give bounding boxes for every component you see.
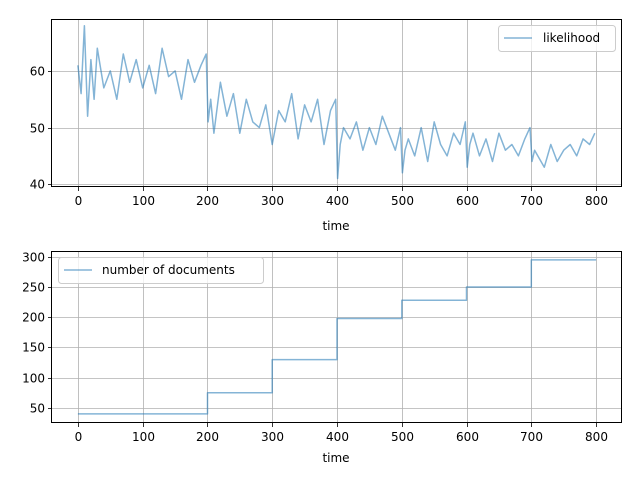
documents-x-tick-label: 500 — [391, 430, 414, 444]
documents-x-axis-label: time — [322, 451, 349, 465]
likelihood-x-tick-label: 800 — [585, 194, 608, 208]
documents-x-tick-label: 400 — [326, 430, 349, 444]
documents-legend: number of documents — [58, 257, 264, 284]
likelihood-legend-label: likelihood — [543, 31, 600, 45]
documents-y-tick-label: 250 — [22, 281, 45, 295]
likelihood-x-axis-label: time — [322, 219, 349, 233]
likelihood-y-tick-label: 60 — [30, 65, 45, 79]
likelihood-y-tick-label: 40 — [30, 178, 45, 192]
likelihood-y-axis: 40 50 60 — [30, 65, 52, 192]
documents-y-axis: 50 100 150 200 250 300 — [22, 251, 52, 416]
documents-x-tick-label: 0 — [75, 430, 83, 444]
documents-plot: 0 100 200 300 400 500 600 700 800 50 100 150 200 250… — [22, 251, 622, 465]
likelihood-x-axis: 0 100 200 300 400 500 600 700 800 — [75, 187, 608, 208]
likelihood-x-tick-label: 500 — [391, 194, 414, 208]
documents-x-axis: 0 100 200 300 400 500 600 700 800 — [75, 423, 608, 444]
likelihood-plot: 0 100 200 300 400 500 600 700 800 40 50 60 time li… — [30, 19, 622, 233]
documents-legend-box — [58, 257, 264, 284]
documents-axes-frame — [51, 251, 622, 423]
likelihood-x-tick-label: 600 — [456, 194, 479, 208]
likelihood-x-tick-label: 100 — [132, 194, 155, 208]
likelihood-x-tick-label: 300 — [261, 194, 284, 208]
likelihood-x-tick-label: 400 — [326, 194, 349, 208]
documents-x-tick-label: 300 — [261, 430, 284, 444]
documents-series — [77, 259, 597, 415]
likelihood-x-tick-label: 700 — [520, 194, 543, 208]
documents-series-line — [77, 259, 597, 415]
documents-x-tick-label: 700 — [520, 430, 543, 444]
documents-y-tick-label: 300 — [22, 251, 45, 265]
documents-grid — [52, 252, 622, 423]
documents-x-tick-label: 100 — [132, 430, 155, 444]
likelihood-legend-box — [498, 25, 616, 52]
likelihood-x-tick-label: 200 — [196, 194, 219, 208]
documents-y-tick-label: 50 — [30, 402, 45, 416]
likelihood-series — [77, 24, 596, 180]
likelihood-y-tick-label: 50 — [30, 122, 45, 136]
likelihood-x-tick-label: 0 — [75, 194, 83, 208]
documents-legend-label: number of documents — [102, 263, 235, 277]
documents-x-tick-label: 600 — [456, 430, 479, 444]
documents-x-tick-label: 200 — [196, 430, 219, 444]
likelihood-legend: likelihood — [498, 25, 616, 52]
likelihood-axes-frame — [51, 19, 622, 187]
documents-y-tick-label: 100 — [22, 372, 45, 386]
documents-y-tick-label: 150 — [22, 341, 45, 355]
documents-y-tick-label: 200 — [22, 311, 45, 325]
likelihood-series-line — [77, 24, 596, 180]
documents-x-tick-label: 800 — [585, 430, 608, 444]
